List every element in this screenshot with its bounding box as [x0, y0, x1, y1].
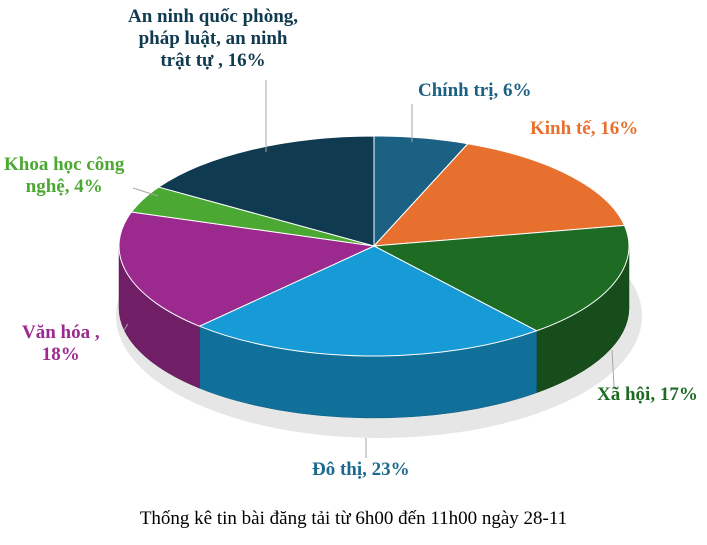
leader-line — [132, 187, 159, 197]
label-xa-hoi: Xã hội, 17% — [597, 384, 698, 405]
pie-slice — [372, 224, 630, 332]
pie-slice — [118, 211, 376, 327]
label-van-hoa: Văn hóa , 18% — [22, 322, 100, 366]
label-an-ninh: An ninh quốc phòng, pháp luật, an ninh t… — [128, 6, 298, 72]
pie-slice — [198, 245, 538, 357]
label-line: Văn hóa , — [22, 322, 100, 343]
label-chinh-tri: Chính trị, 6% — [418, 80, 532, 101]
label-line: pháp luật, an ninh — [138, 28, 288, 49]
label-kinh-te: Kinh tế, 16% — [530, 118, 639, 139]
pie-slice — [372, 143, 626, 247]
label-line: Khoa học công — [4, 154, 125, 175]
label-line: trật tự , 16% — [160, 50, 266, 71]
label-khcn: Khoa học công nghệ, 4% — [4, 154, 124, 198]
label-line: An ninh quốc phòng, — [128, 6, 299, 27]
label-do-thi: Đô thị, 23% — [312, 459, 410, 480]
leader-line — [123, 323, 129, 331]
chart-title: Thống kê tin bài đăng tải từ 6h00 đến 11… — [139, 508, 568, 529]
label-line: 18% — [41, 344, 80, 365]
label-line: nghệ, 4% — [25, 176, 103, 197]
pie-slice — [157, 135, 375, 247]
leader-line — [611, 349, 615, 387]
